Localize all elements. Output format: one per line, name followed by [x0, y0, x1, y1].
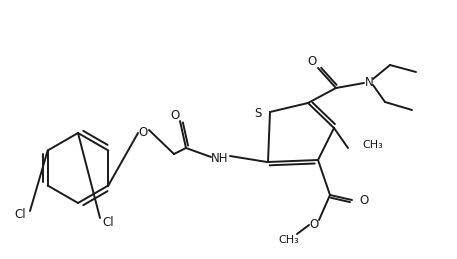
Text: O: O	[308, 54, 317, 68]
Text: O: O	[170, 109, 180, 121]
Text: O: O	[138, 126, 148, 139]
Text: NH: NH	[211, 152, 229, 164]
Text: N: N	[365, 76, 373, 89]
Text: CH₃: CH₃	[362, 140, 383, 150]
Text: CH₃: CH₃	[279, 235, 299, 245]
Text: S: S	[255, 106, 262, 119]
Text: O: O	[359, 193, 368, 206]
Text: O: O	[309, 218, 319, 231]
Text: Cl: Cl	[102, 215, 114, 228]
Text: Cl: Cl	[14, 208, 26, 221]
